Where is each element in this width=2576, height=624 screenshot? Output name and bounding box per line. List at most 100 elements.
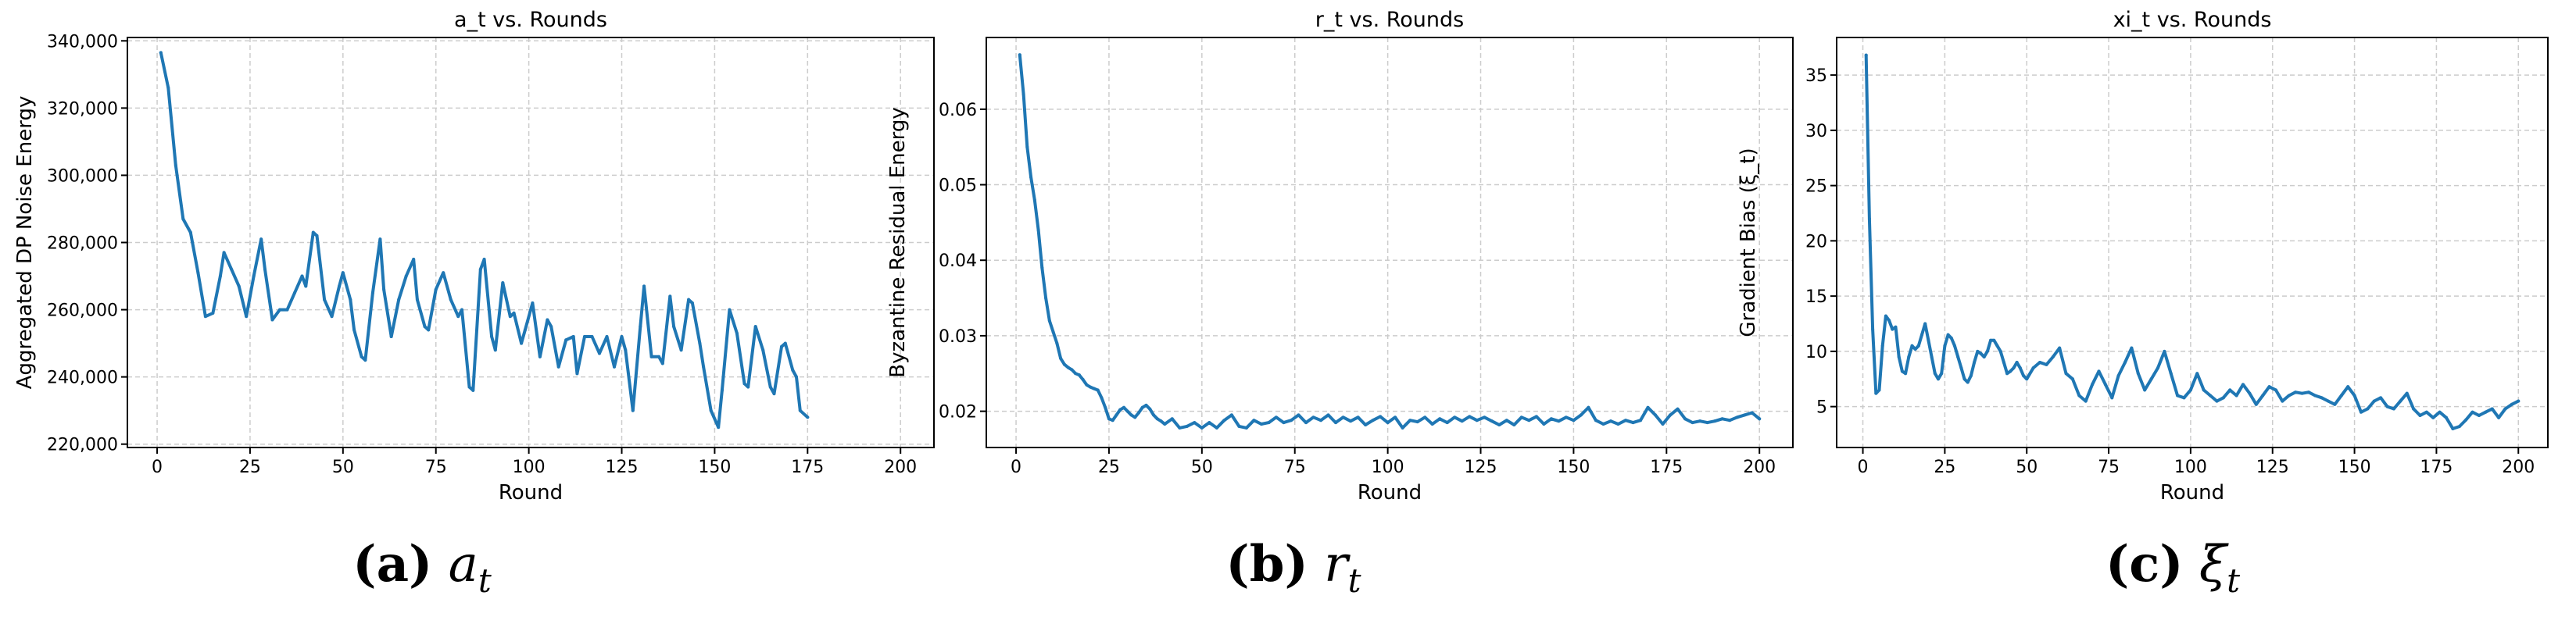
data-point (2091, 383, 2095, 387)
data-point (1587, 405, 1590, 409)
data-point (2169, 372, 2173, 376)
data-point (2477, 413, 2481, 417)
data-point (1504, 419, 1508, 423)
data-point (1386, 421, 1390, 425)
data-point (2045, 362, 2048, 366)
data-point (404, 274, 408, 278)
data-point (605, 334, 609, 338)
data-point (2038, 361, 2041, 365)
data-point (1887, 319, 1891, 323)
y-tick-label: 30 (1805, 122, 1827, 141)
data-point (2012, 366, 2016, 370)
chart-title: a_t vs. Rounds (454, 8, 607, 32)
data-point (330, 315, 334, 319)
data-point (412, 258, 416, 262)
data-point (1055, 341, 1059, 345)
data-point (772, 392, 776, 396)
data-point (1897, 355, 1901, 358)
data-point (2517, 399, 2521, 403)
data-point (556, 365, 560, 369)
x-tick-label: 0 (152, 458, 163, 477)
data-point (2352, 394, 2356, 398)
data-point (1066, 365, 1070, 369)
data-point (1032, 198, 1036, 201)
data-point (1720, 417, 1724, 421)
data-point (531, 301, 535, 305)
data-point (1907, 355, 1911, 358)
x-axis-label: Round (1358, 481, 1422, 505)
data-point (2261, 394, 2265, 398)
data-point (1371, 419, 1375, 423)
data-point (1923, 322, 1927, 326)
y-axis-label: Gradient Bias (ξ_t) (1737, 148, 1760, 337)
x-axis-label: Round (2160, 481, 2224, 505)
data-point (349, 298, 352, 301)
data-point (1100, 396, 1104, 400)
data-point (1904, 372, 1908, 376)
data-point (679, 348, 683, 352)
data-point (1698, 419, 1702, 423)
data-point (493, 348, 497, 352)
data-point (1111, 419, 1114, 423)
data-point (1453, 415, 1457, 419)
x-tick-label: 175 (2420, 458, 2453, 477)
data-point (2031, 366, 2035, 370)
data-point (1880, 344, 1884, 348)
data-point (1415, 420, 1419, 424)
data-point (1992, 338, 1996, 342)
caption-a-symbol: a (448, 536, 478, 594)
data-point (549, 325, 553, 329)
y-tick-label: 0.04 (939, 251, 977, 271)
data-point (2025, 377, 2029, 381)
data-point (690, 301, 694, 305)
data-point (1349, 419, 1353, 423)
data-point (1059, 356, 1063, 360)
data-point (1025, 145, 1029, 149)
data-point (1884, 314, 1887, 318)
data-point (482, 258, 486, 262)
data-point (1104, 405, 1107, 409)
x-tick-label: 200 (884, 458, 917, 477)
data-point (467, 385, 471, 389)
data-point (427, 328, 431, 332)
data-point (2445, 415, 2448, 419)
data-point (1200, 426, 1204, 430)
data-point (1036, 228, 1040, 232)
data-point (1989, 338, 1993, 342)
data-point (2399, 399, 2402, 403)
data-point (1959, 366, 1963, 370)
data-point (2143, 388, 2147, 392)
data-point (1527, 419, 1531, 423)
data-point (456, 315, 460, 319)
data-point (1018, 53, 1021, 57)
data-point (2287, 394, 2291, 398)
data-point (2209, 394, 2213, 398)
data-point (1445, 421, 1449, 425)
data-point (2228, 388, 2232, 392)
data-point (203, 315, 207, 319)
x-tick-label: 100 (513, 458, 546, 477)
data-point (2294, 390, 2298, 394)
data-point (1475, 419, 1479, 423)
data-point (323, 298, 327, 301)
y-tick-label: 0.03 (939, 327, 977, 347)
data-point (582, 334, 586, 338)
data-point (753, 325, 757, 329)
data-point (1920, 333, 1924, 337)
caption-a: (a) at (148, 535, 696, 600)
x-tick-label: 50 (332, 458, 354, 477)
data-point (1966, 380, 1970, 384)
data-point (341, 271, 345, 275)
series-line (159, 51, 810, 430)
data-point (1669, 413, 1673, 417)
data-point (1460, 419, 1464, 423)
data-point (2149, 377, 2153, 381)
y-tick-label: 0.05 (939, 177, 977, 196)
data-point (293, 291, 297, 295)
data-point (2022, 374, 2026, 378)
data-point (434, 287, 438, 291)
data-point (315, 234, 319, 237)
data-point (2005, 372, 2009, 376)
data-point (742, 382, 746, 386)
